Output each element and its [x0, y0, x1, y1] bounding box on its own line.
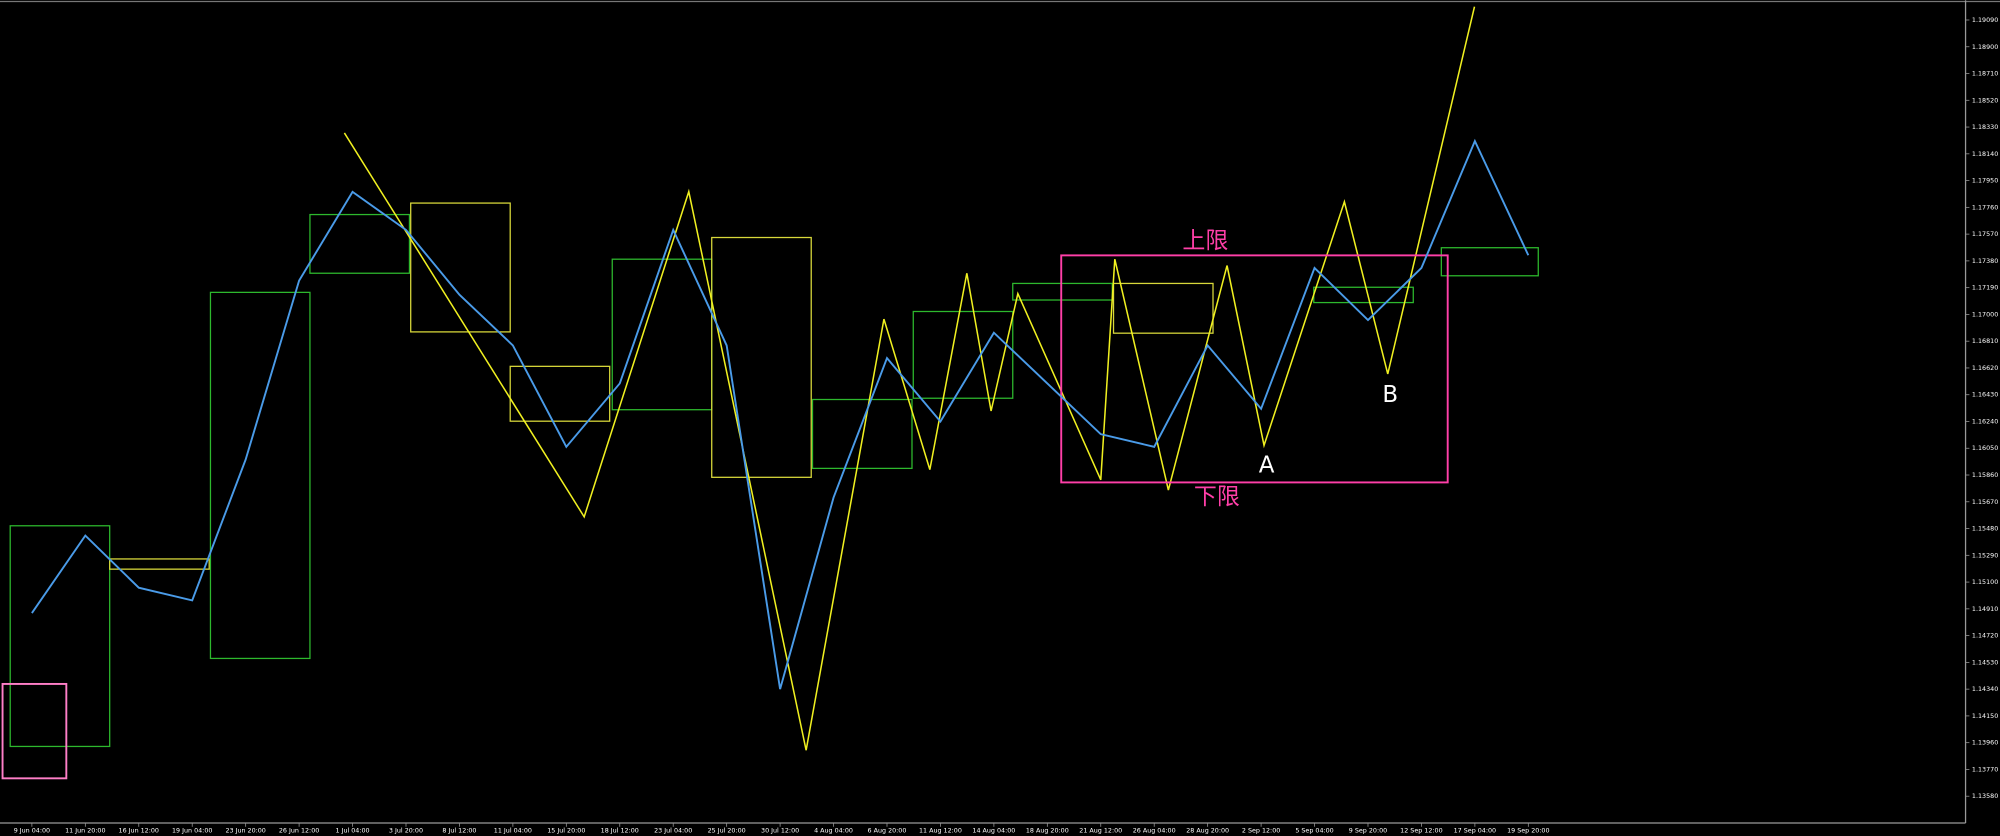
y-tick-label: 1.13770: [1972, 765, 1998, 773]
point-b-label: B: [1382, 382, 1398, 408]
zigzag: [343, 6, 1476, 751]
x-tick-label: 16 Jun 12:00: [119, 827, 159, 835]
x-tick-label: 3 Jul 20:00: [389, 827, 423, 835]
x-tick-label: 9 Jun 04:00: [14, 827, 50, 835]
y-tick-label: 1.13580: [1972, 792, 1998, 800]
x-tick-label: 25 Jul 20:00: [708, 827, 746, 835]
y-tick-label: 1.14150: [1972, 712, 1998, 720]
x-tick-label: 8 Jul 12:00: [442, 827, 476, 835]
x-tick-label: 26 Aug 04:00: [1133, 827, 1176, 835]
y-tick-label: 1.17000: [1972, 310, 1998, 318]
lower-label: 下限: [1194, 484, 1240, 510]
y-tick-label: 1.14910: [1972, 605, 1998, 613]
y-tick-label: 1.16430: [1972, 391, 1998, 399]
x-tick-label: 11 Jun 20:00: [65, 827, 105, 835]
y-tick-label: 1.14720: [1972, 632, 1998, 640]
x-tick-label: 18 Aug 20:00: [1026, 827, 1069, 835]
x-tick-label: 2 Sep 12:00: [1242, 827, 1280, 835]
x-tick-label: 15 Jul 20:00: [547, 827, 585, 835]
range-box: [1060, 254, 1449, 484]
x-tick-label: 5 Sep 04:00: [1295, 827, 1333, 835]
y-tick-label: 1.16050: [1972, 444, 1998, 452]
y-tick-label: 1.18520: [1972, 96, 1998, 104]
y-tick-label: 1.18900: [1972, 43, 1998, 51]
y-tick-label: 1.18140: [1972, 150, 1998, 158]
y-tick-label: 1.17190: [1972, 284, 1998, 292]
y-tick-label: 1.17760: [1972, 203, 1998, 211]
y-tick-label: 1.15860: [1972, 471, 1998, 479]
y-tick-label: 1.18330: [1972, 123, 1998, 131]
yellow-boxes: [109, 202, 1214, 570]
y-tick-label: 1.14340: [1972, 685, 1998, 693]
point-a-label: A: [1259, 452, 1275, 478]
y-tick-label: 1.16240: [1972, 417, 1998, 425]
x-tick-label: 14 Aug 04:00: [972, 827, 1015, 835]
y-tick-label: 1.15100: [1972, 578, 1998, 586]
y-tick-label: 1.15290: [1972, 551, 1998, 559]
x-tick-label: 23 Jul 04:00: [654, 827, 692, 835]
x-tick-label: 6 Aug 20:00: [868, 827, 907, 835]
y-tick-label: 1.17570: [1972, 230, 1998, 238]
y-tick-label: 1.18710: [1972, 70, 1998, 78]
upper-label: 上限: [1182, 228, 1228, 254]
x-tick-label: 11 Aug 12:00: [919, 827, 962, 835]
x-tick-label: 21 Aug 12:00: [1079, 827, 1122, 835]
x-tick-label: 19 Sep 20:00: [1507, 827, 1549, 835]
y-tick-label: 1.19090: [1972, 16, 1998, 24]
y-tick-label: 1.15480: [1972, 525, 1998, 533]
x-tick-label: 17 Sep 04:00: [1454, 827, 1496, 835]
x-tick-label: 28 Aug 20:00: [1186, 827, 1229, 835]
x-tick-label: 9 Sep 20:00: [1349, 827, 1387, 835]
x-tick-label: 11 Jul 04:00: [494, 827, 532, 835]
y-tick-label: 1.15670: [1972, 498, 1998, 506]
small-range-box: [1, 682, 68, 780]
x-tick-label: 18 Jul 12:00: [601, 827, 639, 835]
x-tick-label: 19 Jun 04:00: [172, 827, 212, 835]
y-tick-label: 1.17950: [1972, 177, 1998, 185]
x-tick-label: 26 Jun 12:00: [279, 827, 319, 835]
y-tick-label: 1.13960: [1972, 739, 1998, 747]
y-tick-label: 1.16620: [1972, 364, 1998, 372]
x-tick-label: 4 Aug 04:00: [814, 827, 853, 835]
y-tick-label: 1.14530: [1972, 658, 1998, 666]
x-tick-label: 30 Jul 12:00: [761, 827, 799, 835]
y-tick-label: 1.17380: [1972, 257, 1998, 265]
price-line: [31, 138, 1530, 690]
x-tick-label: 23 Jun 20:00: [225, 827, 265, 835]
x-tick-label: 12 Sep 12:00: [1400, 827, 1442, 835]
y-tick-label: 1.16810: [1972, 337, 1998, 345]
x-tick-label: 1 Jul 04:00: [336, 827, 370, 835]
